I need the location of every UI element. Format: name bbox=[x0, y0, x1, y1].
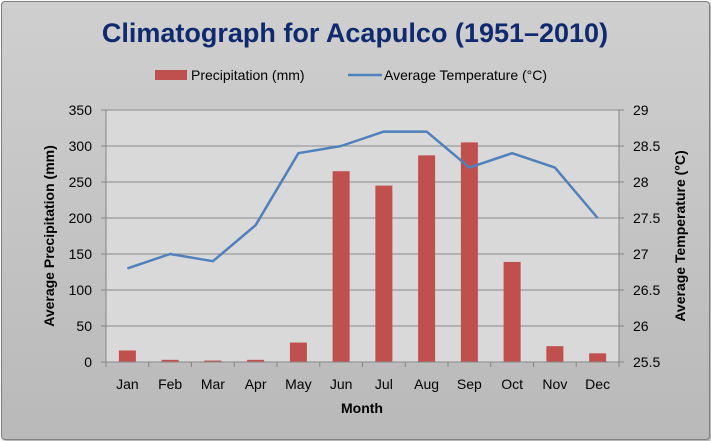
legend: Precipitation (mm) Average Temperature (… bbox=[155, 67, 547, 83]
precipitation-bar bbox=[118, 350, 136, 362]
y2-tick-label: 29 bbox=[633, 102, 649, 118]
y-tick-label: 50 bbox=[76, 318, 92, 334]
y2-tick-label: 26 bbox=[633, 318, 649, 334]
precipitation-bar bbox=[375, 185, 393, 362]
x-tick-label: Jan bbox=[116, 376, 139, 392]
y2-tick-label: 27.5 bbox=[633, 210, 660, 226]
legend-temperature-label: Average Temperature (°C) bbox=[384, 67, 547, 83]
y-tick-label: 150 bbox=[69, 246, 93, 262]
x-tick-label: Oct bbox=[501, 376, 523, 392]
gridlines bbox=[106, 109, 619, 327]
y2-tick-label: 28.5 bbox=[633, 138, 660, 154]
x-tick-label: May bbox=[285, 376, 311, 392]
x-axis-label: Month bbox=[341, 400, 383, 416]
x-tick-label: Jun bbox=[330, 376, 353, 392]
precipitation-bars bbox=[118, 142, 607, 362]
y-tick-label: 200 bbox=[69, 210, 93, 226]
chart-title: Climatograph for Acapulco (1951–2010) bbox=[102, 18, 608, 48]
precipitation-bar bbox=[289, 342, 307, 362]
temperature-line bbox=[127, 130, 599, 270]
y-tick-label: 350 bbox=[69, 102, 93, 118]
y2-axis-label: Average Temperature (°C) bbox=[672, 150, 688, 321]
legend-precipitation-label: Precipitation (mm) bbox=[191, 67, 305, 83]
x-axis-ticks: Jan Feb Mar Apr May Jun Jul Aug Sep Oct Nov Dec bbox=[105, 362, 620, 392]
legend-precipitation-swatch bbox=[155, 70, 187, 80]
y2-axis-ticks: 25.5 26 26.5 27 27.5 28 28.5 29 bbox=[619, 102, 660, 370]
precipitation-bar bbox=[204, 360, 222, 362]
x-tick-label: Nov bbox=[542, 376, 567, 392]
x-tick-label: Apr bbox=[245, 376, 267, 392]
y-axis-label: Average Precipitation (mm) bbox=[41, 145, 57, 327]
y2-tick-label: 26.5 bbox=[633, 282, 660, 298]
precipitation-bar bbox=[418, 155, 436, 362]
x-tick-label: Sep bbox=[457, 376, 482, 392]
x-tick-label: Feb bbox=[158, 376, 182, 392]
y-axis-ticks: 0 50 100 150 200 250 300 350 bbox=[69, 102, 106, 370]
y-tick-label: 100 bbox=[69, 282, 93, 298]
plot-area bbox=[106, 110, 619, 362]
precipitation-bar bbox=[161, 359, 179, 362]
precipitation-bar bbox=[503, 261, 521, 362]
precipitation-bar bbox=[332, 171, 350, 362]
precipitation-bar bbox=[460, 142, 478, 362]
y2-tick-label: 27 bbox=[633, 246, 649, 262]
y-tick-label: 0 bbox=[84, 354, 92, 370]
y2-tick-label: 28 bbox=[633, 174, 649, 190]
precipitation-bar bbox=[546, 346, 564, 362]
y2-tick-label: 25.5 bbox=[633, 354, 660, 370]
y-tick-label: 250 bbox=[69, 174, 93, 190]
precipitation-bar bbox=[589, 353, 607, 362]
precipitation-bar bbox=[247, 359, 265, 362]
y-tick-label: 300 bbox=[69, 138, 93, 154]
x-tick-label: Jul bbox=[375, 376, 393, 392]
x-tick-label: Mar bbox=[201, 376, 225, 392]
x-tick-label: Aug bbox=[414, 376, 439, 392]
x-tick-label: Dec bbox=[585, 376, 610, 392]
